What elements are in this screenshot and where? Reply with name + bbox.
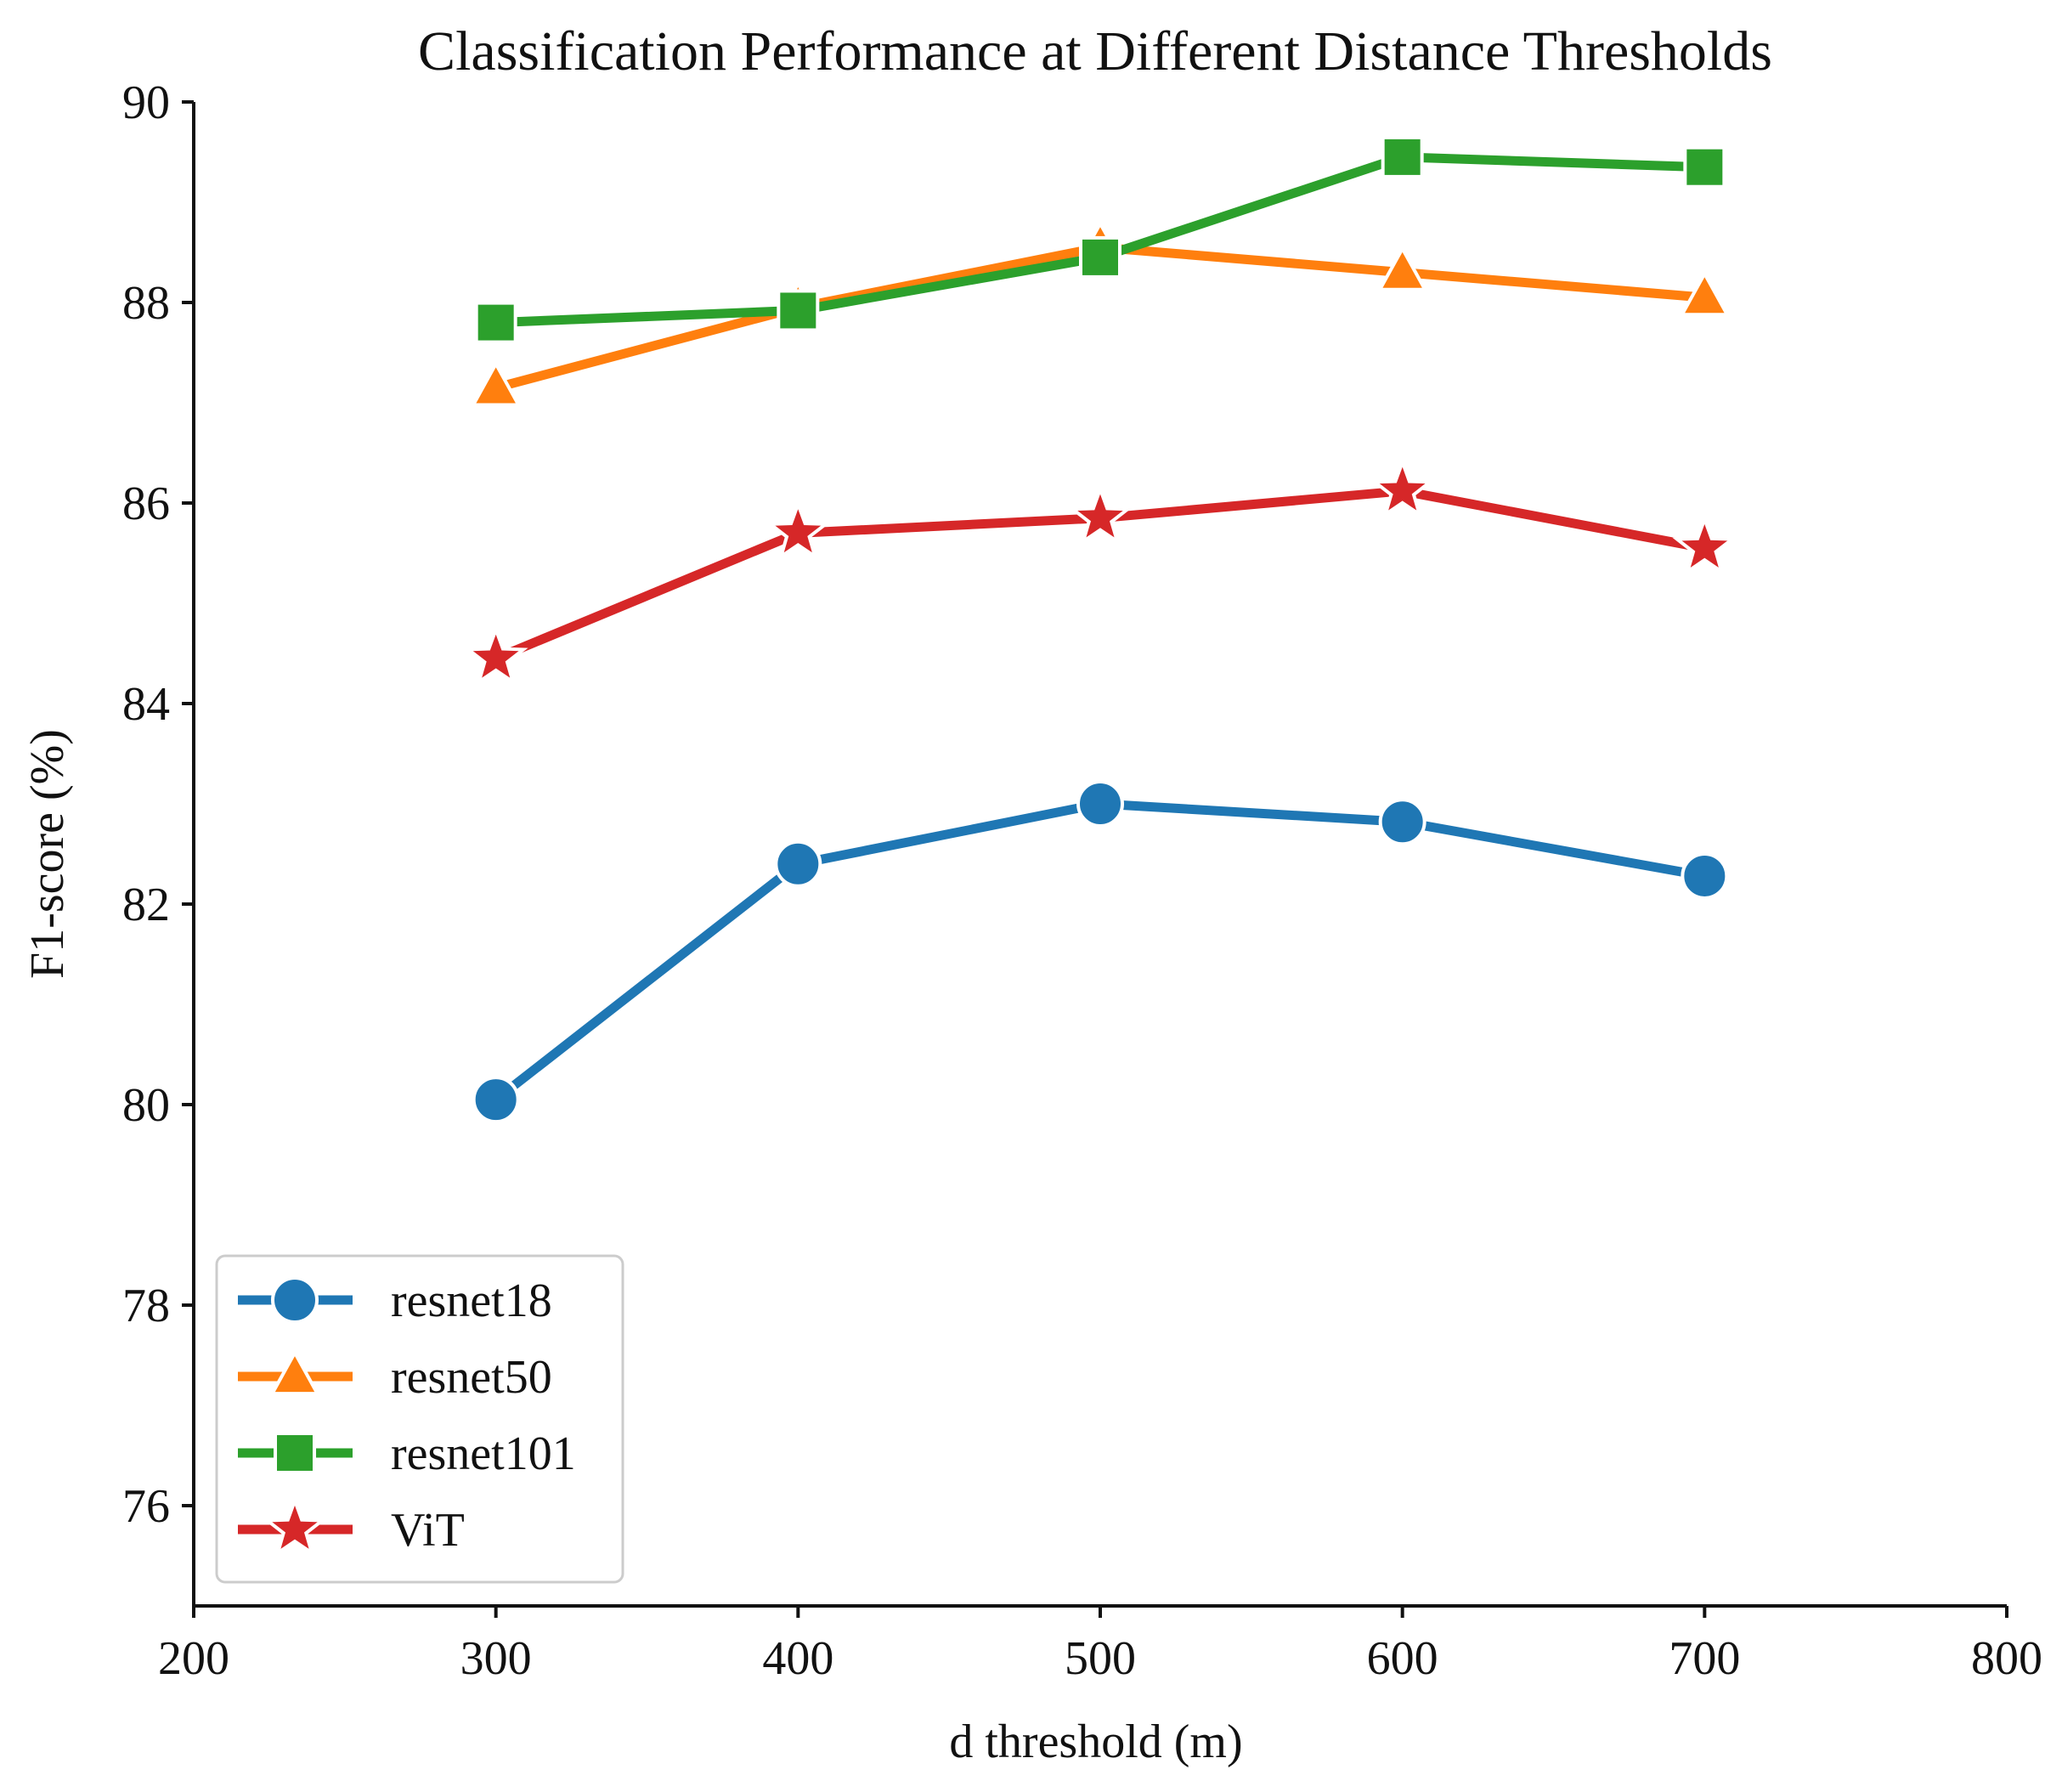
data-point-vit — [1370, 456, 1435, 519]
y-tick-label: 80 — [122, 1079, 170, 1132]
data-point-resnet18 — [1681, 851, 1729, 900]
data-point-resnet101 — [1381, 135, 1424, 178]
x-tick-label: 200 — [158, 1632, 229, 1685]
legend-entry-resnet50: resnet50 — [238, 1348, 552, 1404]
x-ticks: 200 300 400 500 600 700 800 — [158, 1606, 2042, 1685]
x-tick-label: 800 — [1971, 1632, 2042, 1685]
legend-entry-vit: ViT — [238, 1495, 465, 1557]
x-tick-label: 500 — [1065, 1632, 1136, 1685]
series-layer — [463, 135, 1737, 1124]
data-point-resnet18 — [472, 1076, 520, 1124]
legend-label: ViT — [391, 1504, 465, 1557]
legend-box — [215, 1254, 624, 1584]
y-tick-label: 86 — [122, 478, 170, 530]
legend-swatch-marker — [274, 1432, 316, 1474]
data-point-resnet18 — [1378, 798, 1426, 846]
data-point-resnet50 — [470, 360, 522, 407]
data-point-vit — [765, 499, 831, 561]
data-point-resnet101 — [474, 301, 517, 344]
x-tick-label: 700 — [1669, 1632, 1740, 1685]
legend-swatch-marker — [263, 1495, 327, 1557]
y-tick-label: 78 — [122, 1280, 170, 1332]
data-point-vit — [463, 625, 528, 687]
series-vit — [463, 456, 1737, 687]
series-line-resnet18 — [491, 799, 1709, 1105]
x-tick-label: 300 — [460, 1632, 532, 1685]
x-tick-label: 600 — [1367, 1632, 1438, 1685]
legend-swatch-marker — [269, 1348, 320, 1396]
data-point-resnet101 — [777, 289, 820, 332]
series-resnet101 — [474, 135, 1726, 344]
data-point-resnet50 — [1376, 245, 1428, 291]
legend-entries: resnet18 resnet50 resnet101 ViT — [238, 1275, 576, 1557]
y-tick-label: 90 — [122, 76, 170, 129]
data-point-vit — [1068, 483, 1133, 546]
data-point-resnet101 — [1683, 145, 1726, 189]
legend-label: resnet18 — [391, 1275, 552, 1327]
data-point-resnet18 — [1076, 780, 1124, 828]
legend-swatch-marker — [271, 1276, 319, 1324]
data-point-resnet50 — [1679, 269, 1731, 317]
data-point-resnet18 — [774, 839, 822, 888]
legend: resnet18 resnet50 resnet101 ViT — [215, 1254, 624, 1584]
chart-title: Classification Performance at Different … — [418, 20, 1772, 82]
y-ticks: 76 78 80 82 84 86 88 90 — [122, 76, 194, 1533]
legend-entry-resnet18: resnet18 — [238, 1275, 552, 1327]
legend-label: resnet50 — [391, 1351, 552, 1404]
data-point-vit — [1672, 514, 1737, 576]
y-tick-label: 84 — [122, 678, 170, 731]
legend-label: resnet101 — [391, 1427, 576, 1480]
x-tick-label: 400 — [762, 1632, 833, 1685]
data-point-resnet101 — [1079, 235, 1121, 279]
legend-entry-resnet101: resnet101 — [238, 1427, 576, 1480]
x-axis-label: d threshold (m) — [949, 1716, 1242, 1768]
series-resnet18 — [472, 780, 1729, 1124]
y-tick-label: 82 — [122, 879, 170, 931]
y-tick-label: 88 — [122, 277, 170, 330]
y-axis-label: F1-score (%) — [21, 729, 74, 979]
y-tick-label: 76 — [122, 1480, 170, 1533]
